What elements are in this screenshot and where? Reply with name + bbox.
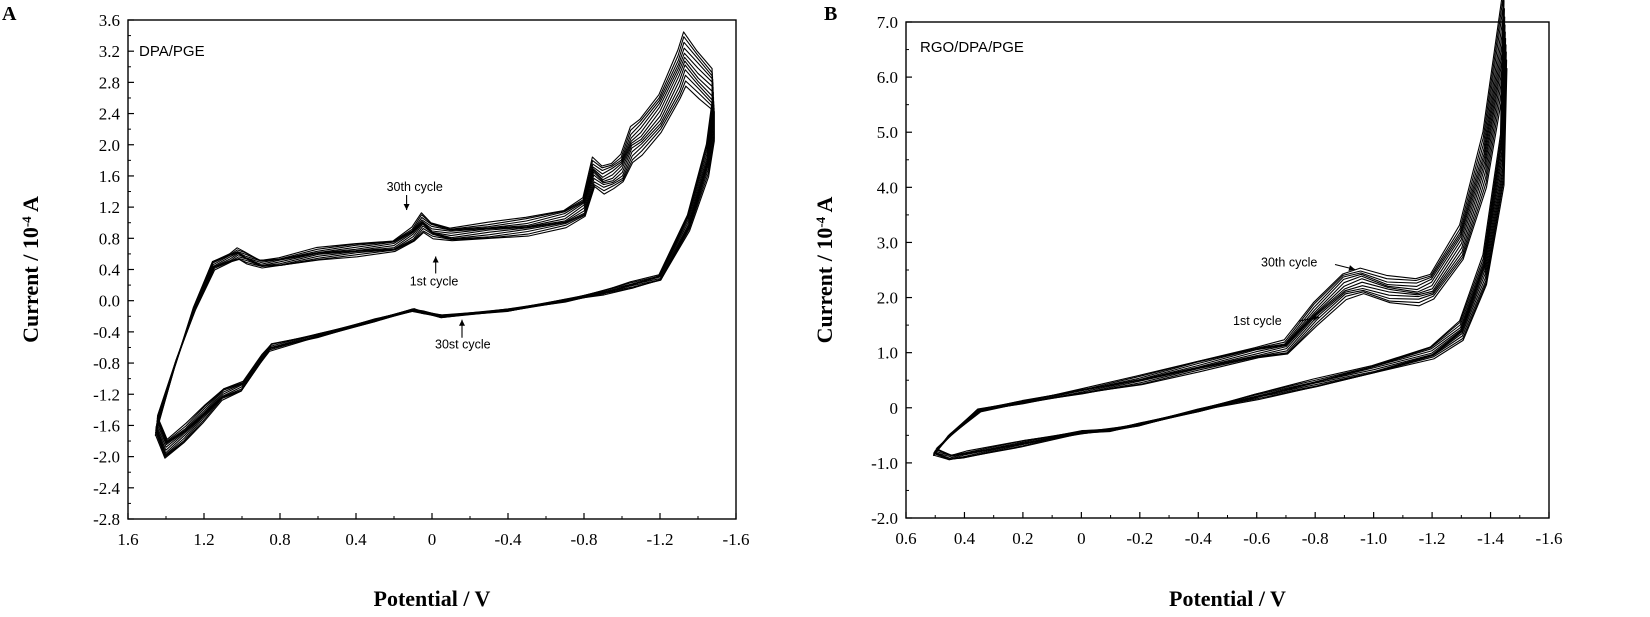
cycle-curve (932, 0, 1504, 460)
cycle-annotation: 30th cycle (387, 180, 443, 194)
x-tick-label: -0.6 (1243, 529, 1270, 548)
panel-b-annotations: 30th cycle 1st cycle (1233, 256, 1356, 328)
x-tick-label: -1.2 (1419, 529, 1446, 548)
y-tick-label: 2.0 (877, 289, 898, 308)
x-tick-label: 0 (428, 530, 437, 549)
y-tick-label: -2.0 (93, 448, 120, 467)
panel-a-ticks: 1.6 1.2 0.8 0.4 0 -0.4 -0.8 -1.2 -1.6 -2.8 -2.4 -2.… (93, 11, 749, 549)
cycle-curve (154, 31, 713, 459)
y-tick-label: 3.0 (877, 233, 898, 252)
panel-b-letter: B (824, 3, 837, 25)
annotation-arrowhead (403, 204, 410, 211)
panel-b-ticks: 0.6 0.4 0.2 0 -0.2 -0.4 -0.6 -0.8 -1.0 -1.2 -1.4 -1… (871, 13, 1562, 548)
y-tick-label: -1.0 (871, 454, 898, 473)
cycle-curve (155, 47, 714, 456)
cycle-curve (934, 16, 1506, 461)
cycle-curve (936, 67, 1508, 456)
y-tick-label: 4.0 (877, 178, 898, 197)
panel-a-letter: A (2, 3, 17, 25)
x-tick-label: 0.4 (345, 530, 367, 549)
cycle-curve (935, 44, 1507, 456)
panel-a-y-axis-label-unit: A (18, 196, 43, 216)
y-tick-label: -0.8 (93, 354, 120, 373)
panel-a-curves (154, 31, 715, 459)
y-tick-label: 1.2 (99, 198, 120, 217)
y-tick-label: 5.0 (877, 123, 898, 142)
x-tick-label: 0.8 (269, 530, 290, 549)
panel-b: B 0.6 0.4 0.2 0 -0.2 -0.4 -0.6 -0.8 -1.0 -1.2 -1.4… (812, 0, 1562, 611)
y-tick-label: 7.0 (877, 13, 898, 32)
cycle-curve (936, 59, 1508, 457)
cycle-curve (935, 37, 1507, 456)
cycle-curve (155, 36, 713, 458)
y-tick-label: 1.0 (877, 344, 898, 363)
y-tick-label: -2.0 (871, 509, 898, 528)
y-tick-label: 2.8 (99, 73, 120, 92)
x-tick-label: -0.8 (1302, 529, 1329, 548)
cycle-annotation: 1st cycle (410, 274, 459, 288)
panel-a-inset-label: DPA/PGE (139, 43, 205, 60)
y-tick-label: 0.8 (99, 229, 120, 248)
x-tick-label: 0.2 (1012, 529, 1033, 548)
cycle-annotation: 1st cycle (1233, 314, 1282, 328)
panel-a-y-axis-label-exponent: -4 (19, 216, 34, 227)
panel-b-y-axis-label: Current / 10-4 A (812, 197, 837, 344)
panel-b-x-axis-label: Potential / V (1169, 586, 1286, 611)
panel-b-y-axis-label-unit: A (812, 197, 837, 217)
panel-a: A 1.6 1.2 0.8 0.4 0 -0.4 -0.8 -1.2 -1.6 -2.8 -2.4 -… (2, 3, 749, 611)
cycle-curve (933, 8, 1505, 461)
y-tick-label: 6.0 (877, 68, 898, 87)
x-tick-label: -1.2 (647, 530, 674, 549)
x-tick-label: -1.6 (723, 530, 750, 549)
x-tick-label: 1.6 (117, 530, 138, 549)
x-tick-label: -1.6 (1536, 529, 1563, 548)
annotation-arrowhead (1312, 315, 1320, 322)
y-tick-label: 1.6 (99, 167, 120, 186)
x-tick-label: -0.4 (1185, 529, 1212, 548)
y-tick-label: 0.4 (99, 261, 121, 280)
x-tick-label: 0.6 (895, 529, 916, 548)
panel-b-y-axis-label-exponent: -4 (813, 216, 828, 227)
y-tick-label: 0 (890, 399, 899, 418)
x-tick-label: -0.4 (495, 530, 522, 549)
panel-b-y-axis-label-main: Current / 10 (812, 228, 837, 344)
cycle-annotation: 30th cycle (1261, 256, 1317, 270)
panel-b-curves (932, 0, 1508, 461)
annotation-arrowhead (432, 256, 439, 263)
cycle-curve (935, 51, 1507, 456)
x-tick-label: -0.2 (1126, 529, 1153, 548)
x-tick-label: 0 (1077, 529, 1086, 548)
x-tick-label: 0.4 (954, 529, 976, 548)
y-tick-label: 2.4 (99, 105, 121, 124)
cycle-curve (156, 69, 715, 444)
annotation-arrowhead (459, 319, 465, 326)
y-tick-label: -2.4 (93, 479, 120, 498)
cycle-curve (933, 0, 1505, 460)
cycle-curve (934, 24, 1506, 459)
annotation-arrowhead (1348, 265, 1356, 271)
y-tick-label: -2.8 (93, 510, 120, 529)
y-tick-label: -1.2 (93, 385, 120, 404)
x-tick-label: 1.2 (193, 530, 214, 549)
cycle-curve (156, 64, 715, 446)
panel-b-inset-label: RGO/DPA/PGE (920, 39, 1024, 56)
x-tick-label: -1.0 (1360, 529, 1387, 548)
y-tick-label: -0.4 (93, 323, 120, 342)
y-tick-label: -1.6 (93, 416, 120, 435)
cycle-curve (934, 31, 1506, 458)
panel-a-annotations: 30th cycle 1st cycle 30st cycle (387, 180, 491, 352)
y-tick-label: 3.2 (99, 42, 120, 61)
panel-a-x-axis-label: Potential / V (374, 586, 491, 611)
cycle-annotation: 30st cycle (435, 338, 491, 352)
cycle-curve (933, 0, 1505, 461)
y-tick-label: 2.0 (99, 136, 120, 155)
y-tick-label: 3.6 (99, 11, 120, 30)
panel-a-y-axis-label: Current / 10-4 A (18, 196, 43, 343)
x-tick-label: -0.8 (571, 530, 598, 549)
x-tick-label: -1.4 (1477, 529, 1504, 548)
panel-a-y-axis-label-main: Current / 10 (18, 227, 43, 343)
panel-a-plot-frame (127, 19, 737, 520)
y-tick-label: 0.0 (99, 292, 120, 311)
